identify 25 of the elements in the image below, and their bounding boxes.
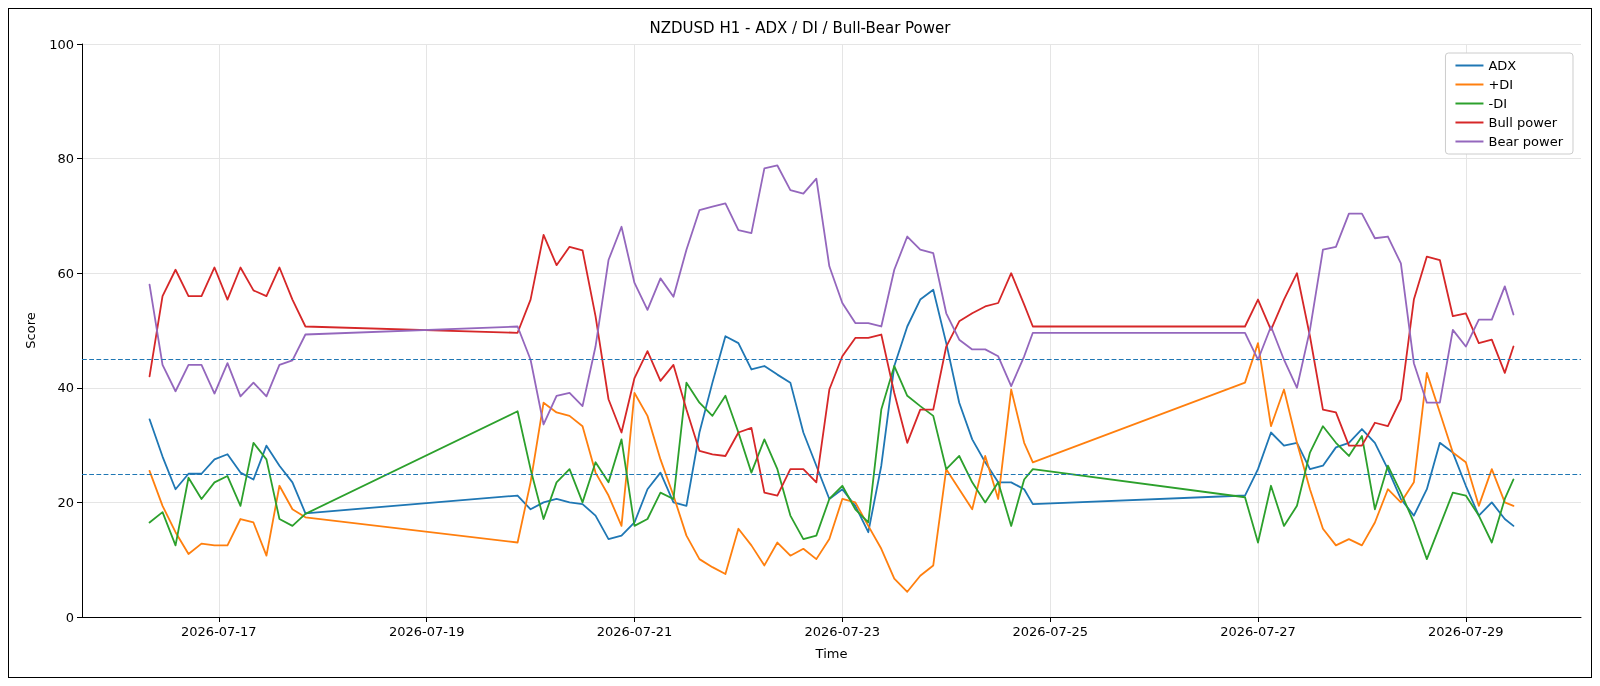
legend-label: ADX <box>1488 58 1517 73</box>
y-tick-label: 100 <box>49 36 74 52</box>
y-tick-label: 40 <box>57 380 74 396</box>
x-tick-label: 2026-07-29 <box>1428 624 1504 639</box>
x-tick-label: 2026-07-23 <box>804 624 881 639</box>
y-tick-label: 60 <box>57 265 74 281</box>
legend-label: Bear power <box>1488 134 1564 149</box>
line-series <box>148 233 1515 497</box>
x-tick-label: 2026-07-19 <box>388 624 465 639</box>
y-tick-label: 0 <box>65 609 74 625</box>
x-tick-label: 2026-07-17 <box>181 624 257 639</box>
legend-label: +DI <box>1488 77 1514 92</box>
y-axis-title: Score <box>23 312 38 349</box>
chart-title: NZDUSD H1 - ADX / DI / Bull-Bear Power <box>649 18 952 37</box>
y-tick-label: 80 <box>57 151 74 167</box>
y-tick-label: 20 <box>57 494 74 510</box>
legend-label: Bull power <box>1488 115 1558 130</box>
line-series <box>148 342 1515 593</box>
line-series <box>148 164 1515 426</box>
x-tick-label: 2026-07-21 <box>596 624 673 639</box>
x-tick-label: 2026-07-27 <box>1220 624 1296 639</box>
x-tick-label: 2026-07-25 <box>1012 624 1088 639</box>
legend-label: -DI <box>1488 96 1508 111</box>
x-axis-title: Time <box>814 646 848 661</box>
line-series <box>148 365 1515 561</box>
